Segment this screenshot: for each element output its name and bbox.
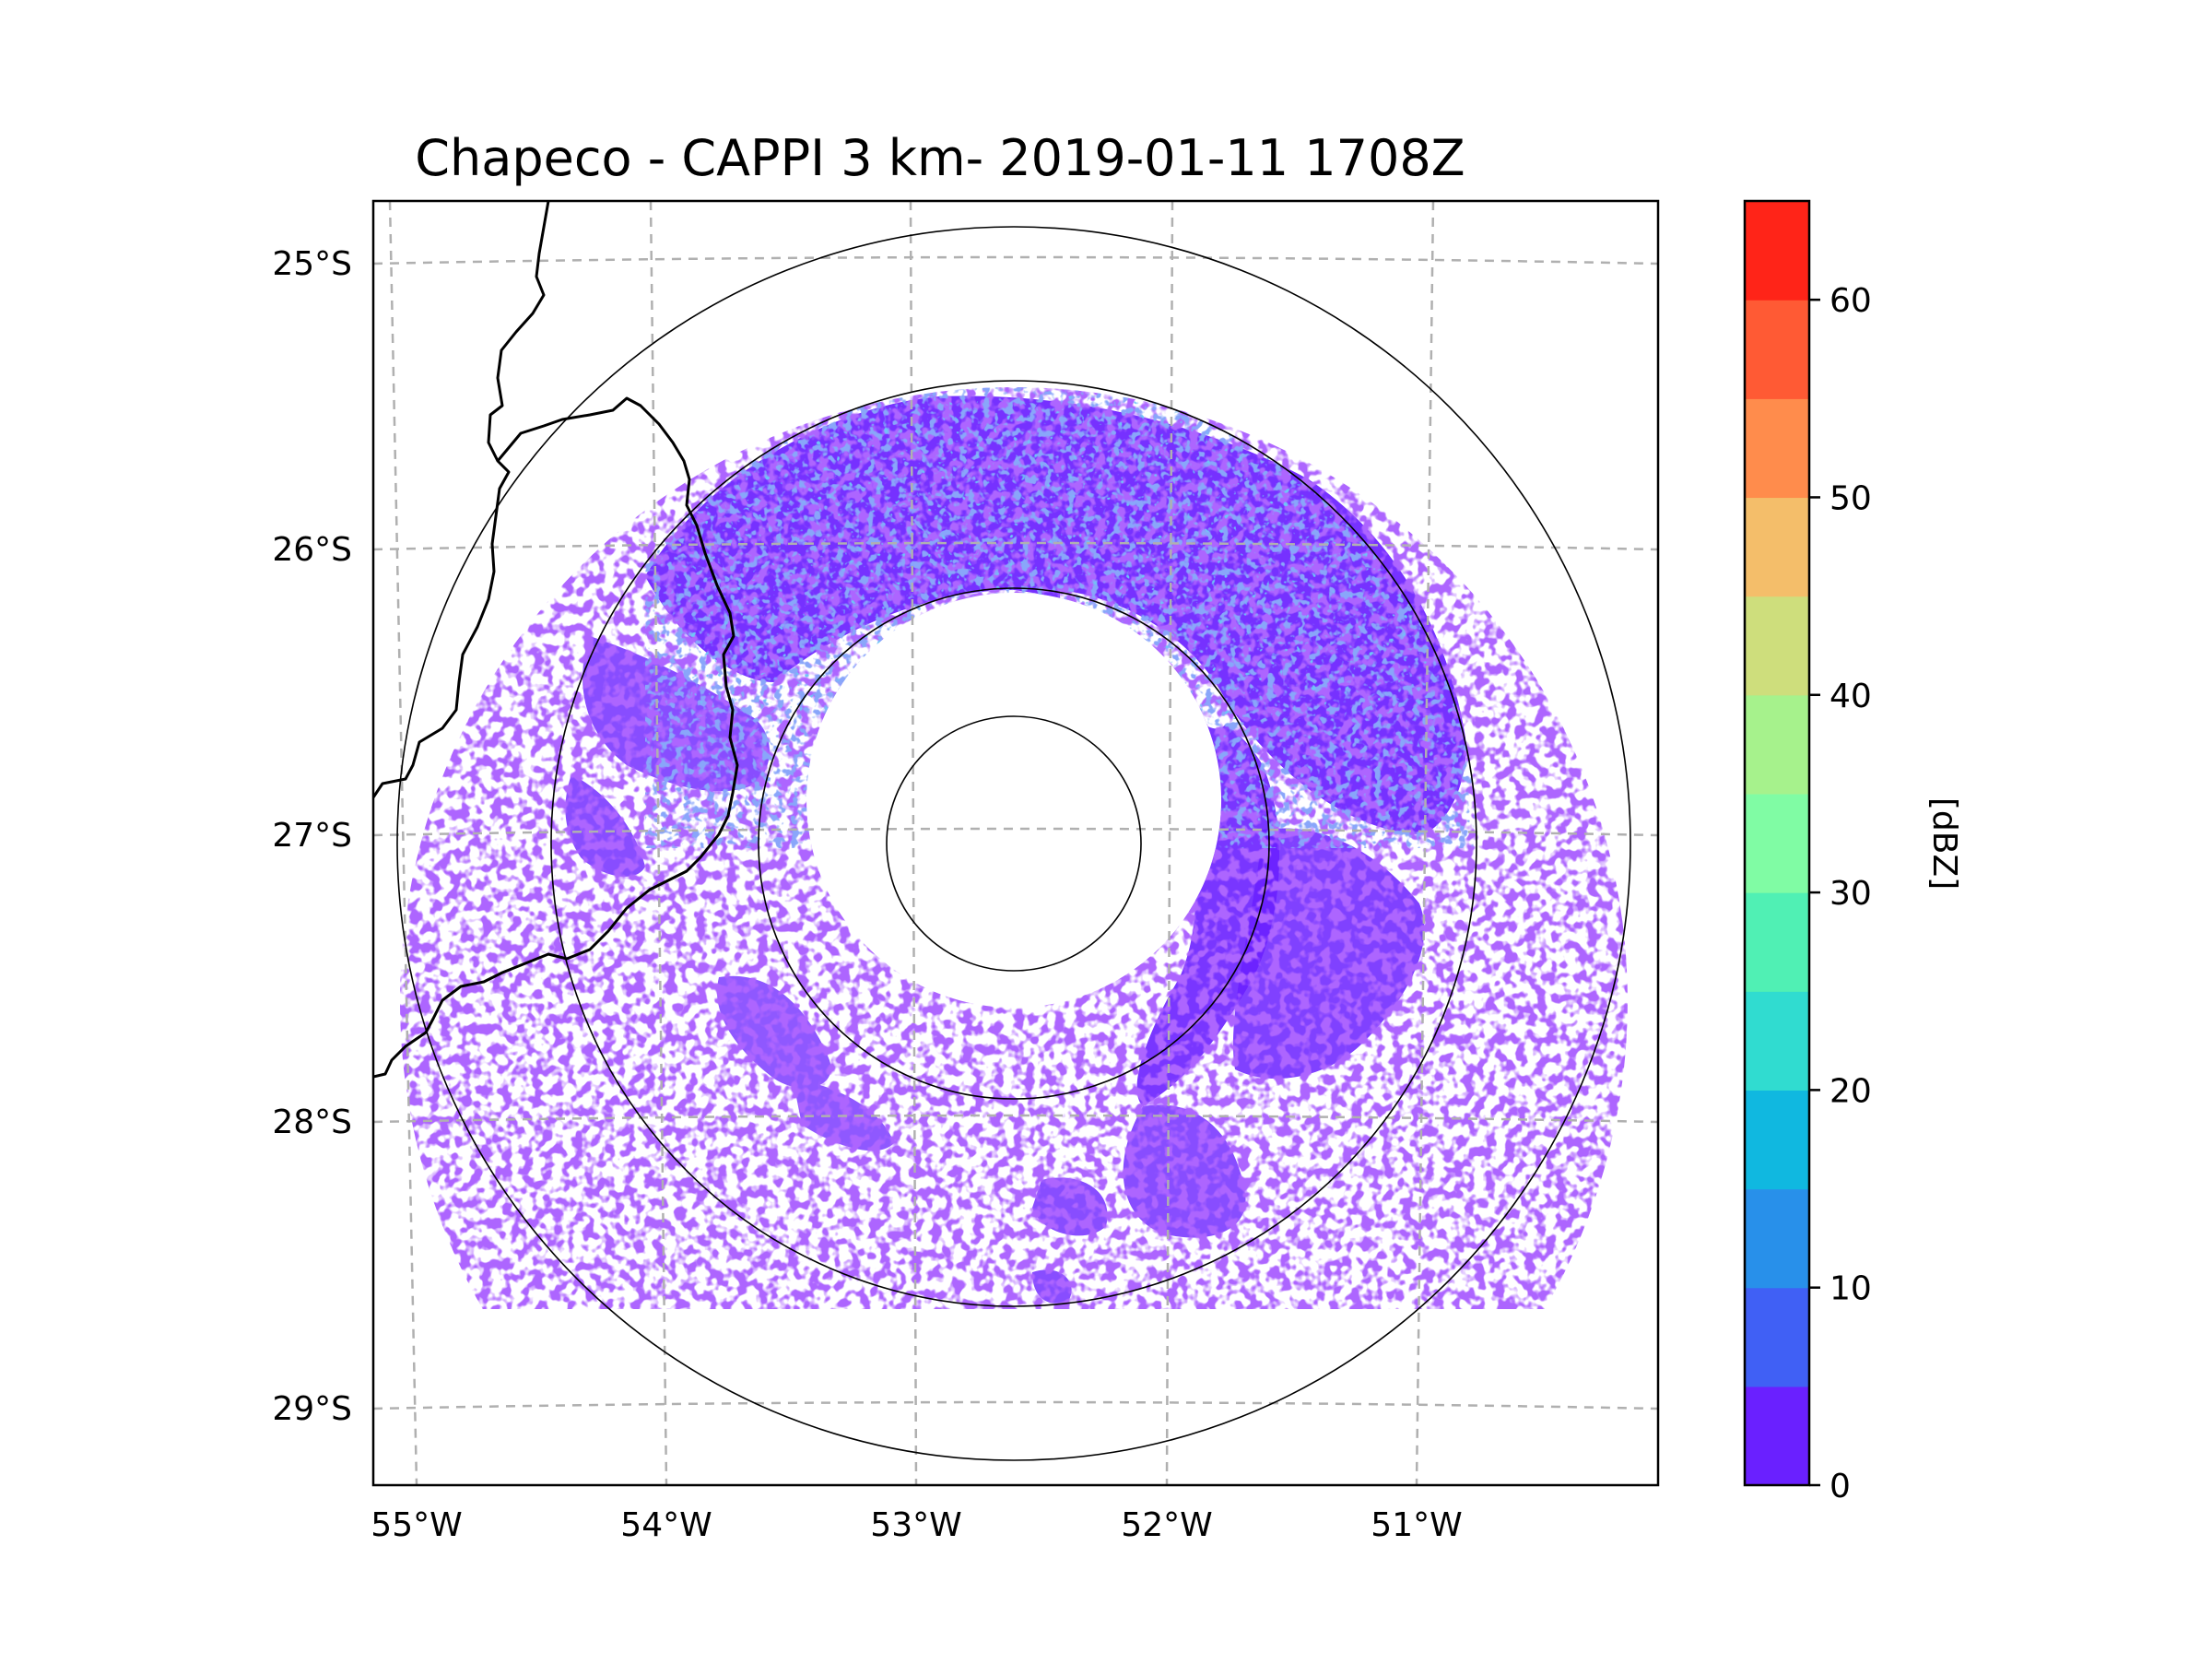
lon-label-55: 55°W — [371, 1506, 462, 1544]
lat-label-25: 25°S — [272, 245, 352, 283]
colorbar: 0 10 20 30 40 50 60 [dBZ] — [1743, 199, 1963, 1505]
colorbar-band — [1745, 1386, 1809, 1486]
colorbar-band — [1745, 201, 1809, 301]
lon-label-51: 51°W — [1371, 1506, 1462, 1544]
colorbar-band — [1745, 497, 1809, 597]
colorbar-band — [1745, 793, 1809, 893]
map-area — [373, 201, 1658, 1485]
colorbar-bands — [1745, 201, 1809, 1486]
gridline-lon-55 — [388, 201, 418, 1485]
gridline-lat-27 — [373, 827, 1658, 837]
lon-label-53: 53°W — [870, 1506, 961, 1544]
lon-axis: 55°W 54°W 53°W 52°W 51°W — [371, 1506, 1462, 1544]
border-paraguay-argentina — [373, 201, 550, 798]
lat-label-27: 27°S — [272, 817, 352, 855]
colorbar-label: [dBZ] — [1925, 797, 1963, 890]
range-rings — [396, 226, 1631, 1461]
colorbar-band — [1745, 596, 1809, 696]
colorbar-band — [1745, 1287, 1809, 1387]
colorbar-frame — [1743, 199, 1811, 1487]
lat-label-28: 28°S — [272, 1103, 352, 1141]
colorbar-tick-label: 40 — [1830, 678, 1872, 715]
colorbar-ticks: 0 10 20 30 40 50 60 — [1809, 282, 1872, 1505]
colorbar-tick-label: 50 — [1830, 479, 1872, 517]
lat-label-26: 26°S — [272, 531, 352, 569]
colorbar-tick-label: 30 — [1830, 875, 1872, 913]
gridline-lon-54 — [649, 201, 668, 1485]
gridline-lat-25 — [373, 255, 1658, 266]
colorbar-band — [1745, 398, 1809, 499]
gridline-lat-29 — [373, 1400, 1658, 1410]
chart-title: Chapeco - CAPPI 3 km- 2019-01-11 1708Z — [415, 129, 1465, 187]
gridline-lon-52 — [1165, 201, 1174, 1485]
lat-label-29: 29°S — [272, 1390, 352, 1428]
gridline-lon-53 — [909, 201, 918, 1485]
border-argentina-brazil — [373, 396, 739, 1079]
gridline-lat-26 — [373, 541, 1658, 551]
colorbar-tick-label: 10 — [1830, 1270, 1872, 1308]
colorbar-band — [1745, 694, 1809, 795]
gridline-lon-51 — [1415, 201, 1435, 1485]
colorbar-band — [1745, 991, 1809, 1091]
colorbar-band — [1745, 1090, 1809, 1190]
map-frame — [371, 199, 1660, 1487]
lon-label-54: 54°W — [620, 1506, 712, 1544]
colorbar-band — [1745, 1188, 1809, 1289]
range-ring-1 — [886, 715, 1142, 972]
colorbar-tick-label: 0 — [1830, 1468, 1851, 1505]
lon-label-52: 52°W — [1121, 1506, 1212, 1544]
colorbar-band — [1745, 892, 1809, 992]
borders — [373, 201, 739, 1079]
gridline-lat-28 — [373, 1114, 1658, 1124]
range-ring-4 — [396, 226, 1631, 1461]
lat-axis: 25°S 26°S 27°S 28°S 29°S — [272, 245, 352, 1428]
colorbar-band — [1745, 300, 1809, 399]
colorbar-tick-label: 60 — [1830, 282, 1872, 320]
graticule — [373, 201, 1658, 1485]
range-ring-3 — [550, 380, 1477, 1307]
range-ring-2 — [758, 587, 1270, 1100]
colorbar-tick-label: 20 — [1830, 1072, 1872, 1110]
